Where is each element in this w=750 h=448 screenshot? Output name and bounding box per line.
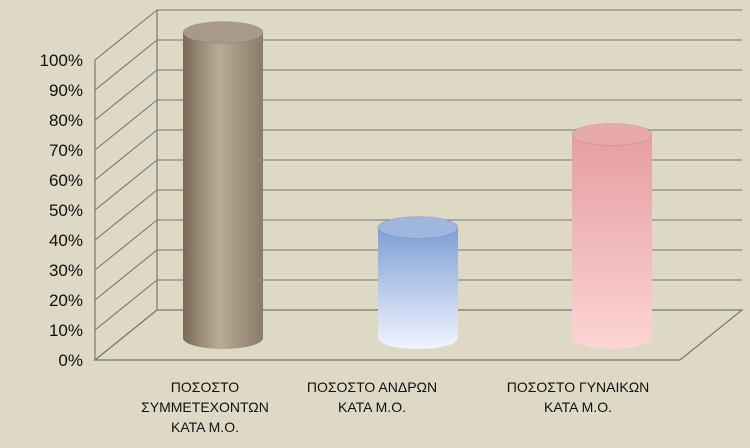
x-tick-label-line: ΠΟΣΟΣΤΟ [171, 379, 239, 395]
y-tick-label: 40% [49, 231, 83, 250]
y-tick-label: 60% [49, 171, 83, 190]
x-tick-label-line: ΚΑΤΑ Μ.Ο. [171, 419, 239, 435]
gridline [94, 69, 742, 121]
bar-body [378, 227, 458, 349]
x-tick-label-line: ΚΑΤΑ Μ.Ο. [338, 399, 406, 415]
gridline [94, 279, 742, 331]
y-tick-label: 0% [58, 351, 83, 370]
gridline [94, 99, 742, 151]
bar-body [572, 134, 652, 349]
gridline [94, 309, 742, 361]
gridline [94, 129, 742, 181]
bar-top [377, 216, 459, 239]
bar [377, 216, 459, 349]
y-axis-tick-labels: 0% 10% 20% 30% 40% 50% 60% 70% 80% 90% 100% [40, 51, 83, 370]
gridline [94, 249, 742, 301]
x-tick-label: ΠΟΣΟΣΤΟ ΣΥΜΜΕΤΕΧΟΝΤΩΝ ΚΑΤΑ Μ.Ο. [141, 379, 269, 435]
y-tick-label: 100% [40, 51, 83, 70]
y-tick-label: 20% [49, 291, 83, 310]
x-tick-label-line: ΠΟΣΟΣΤΟ ΑΝΔΡΩΝ [307, 379, 437, 395]
bar-top [182, 21, 264, 44]
x-tick-label-line: ΠΟΣΟΣΤΟ ΓΥΝΑΙΚΩΝ [507, 379, 650, 395]
bar-top [571, 123, 653, 146]
gridline [94, 219, 742, 271]
gridline [94, 159, 742, 211]
gridline [94, 189, 742, 241]
y-tick-label: 90% [49, 81, 83, 100]
y-tick-label: 30% [49, 261, 83, 280]
gridline [94, 9, 742, 61]
x-tick-label: ΠΟΣΟΣΤΟ ΓΥΝΑΙΚΩΝ ΚΑΤΑ Μ.Ο. [507, 379, 650, 415]
x-tick-label-line: ΣΥΜΜΕΤΕΧΟΝΤΩΝ [141, 399, 269, 415]
bar [182, 21, 264, 349]
y-tick-label: 10% [49, 321, 83, 340]
bar-body [183, 32, 263, 349]
y-tick-label: 80% [49, 111, 83, 130]
bars [182, 21, 653, 349]
gridlines [94, 9, 742, 361]
x-tick-label-line: ΚΑΤΑ Μ.Ο. [544, 399, 612, 415]
gridline [94, 39, 742, 91]
x-tick-label: ΠΟΣΟΣΤΟ ΑΝΔΡΩΝ ΚΑΤΑ Μ.Ο. [307, 379, 437, 415]
bar [571, 123, 653, 349]
y-tick-label: 70% [49, 141, 83, 160]
y-tick-label: 50% [49, 201, 83, 220]
